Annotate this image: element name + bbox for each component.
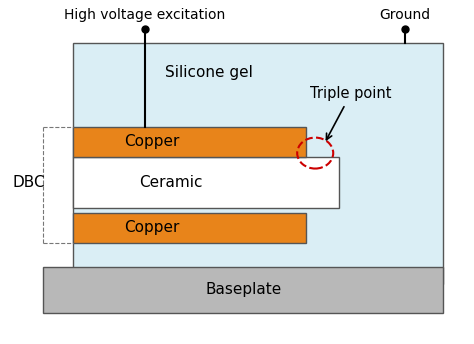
Text: Copper: Copper	[124, 134, 179, 149]
Text: Silicone gel: Silicone gel	[164, 65, 253, 80]
Text: High voltage excitation: High voltage excitation	[64, 9, 225, 22]
Bar	[73, 213, 306, 243]
Text: Baseplate: Baseplate	[206, 282, 282, 297]
Bar	[73, 43, 443, 284]
Text: Copper: Copper	[124, 220, 179, 235]
Text: DBC: DBC	[12, 175, 45, 190]
Bar	[73, 127, 306, 157]
Text: Triple point: Triple point	[310, 86, 392, 140]
Text: Ground: Ground	[380, 9, 431, 22]
Bar	[73, 157, 339, 208]
Bar	[43, 267, 443, 313]
Text: Ceramic: Ceramic	[139, 175, 202, 190]
